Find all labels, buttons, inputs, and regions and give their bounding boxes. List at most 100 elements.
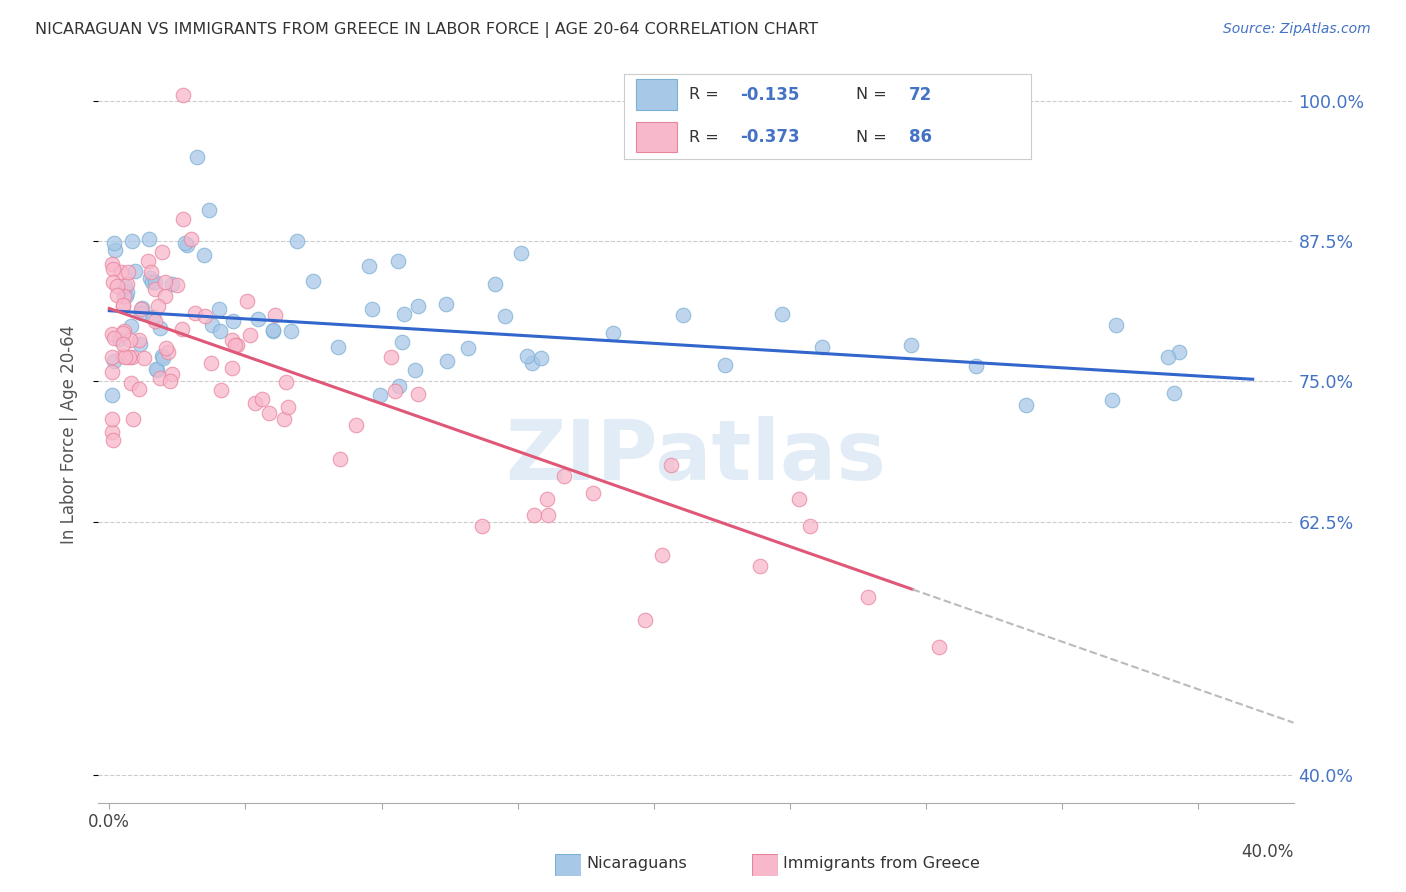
Point	[247, 311, 270, 326]
Point	[166, 278, 188, 293]
Point	[274, 375, 297, 389]
Point	[115, 285, 138, 300]
Point	[516, 349, 538, 363]
Point	[582, 486, 605, 500]
Point	[145, 362, 167, 376]
Point	[141, 275, 163, 289]
Point	[101, 257, 124, 271]
Point	[357, 259, 380, 273]
Text: Nicaraguans: Nicaraguans	[586, 856, 688, 871]
Point	[198, 202, 221, 217]
Point	[484, 277, 506, 291]
Point	[131, 301, 153, 315]
Point	[380, 351, 402, 365]
Point	[153, 275, 176, 289]
Point	[101, 326, 124, 341]
Point	[105, 278, 128, 293]
Point	[160, 277, 183, 291]
Point	[112, 288, 135, 302]
Point	[139, 271, 162, 285]
Point	[235, 293, 257, 308]
Point	[280, 324, 302, 338]
Point	[434, 297, 457, 311]
Point	[156, 345, 179, 359]
Point	[387, 253, 409, 268]
Point	[276, 400, 298, 414]
Point	[101, 262, 124, 277]
Point	[183, 306, 205, 320]
Point	[143, 275, 166, 289]
Point	[302, 274, 325, 288]
Point	[262, 324, 284, 338]
Point	[159, 374, 181, 388]
Point	[112, 299, 135, 313]
Point	[111, 349, 134, 363]
Point	[139, 265, 162, 279]
Point	[101, 351, 124, 365]
Point	[149, 371, 172, 385]
Point	[180, 232, 202, 246]
Point	[787, 491, 810, 506]
Point	[120, 333, 142, 347]
Point	[510, 246, 533, 260]
Point	[221, 361, 243, 376]
Point	[928, 640, 950, 654]
Point	[142, 310, 165, 324]
Point	[124, 264, 146, 278]
Point	[672, 308, 695, 322]
Point	[530, 351, 553, 366]
Point	[128, 333, 150, 347]
Point	[406, 299, 429, 313]
Point	[471, 518, 494, 533]
Point	[404, 363, 426, 377]
Point	[799, 519, 821, 533]
Point	[150, 349, 173, 363]
Point	[172, 211, 194, 226]
Point	[221, 333, 243, 347]
Point	[131, 302, 153, 317]
Point	[406, 387, 429, 401]
Point	[650, 549, 672, 563]
Point	[1014, 399, 1036, 413]
Point	[900, 338, 922, 352]
Point	[384, 384, 406, 398]
Point	[553, 469, 575, 483]
Point	[602, 326, 624, 341]
Point	[520, 356, 543, 370]
Point	[115, 277, 138, 291]
Point	[245, 396, 267, 410]
Point	[173, 235, 195, 250]
Point	[537, 508, 560, 522]
Point	[117, 265, 139, 279]
Point	[494, 309, 516, 323]
Point	[129, 337, 152, 351]
Point	[121, 350, 143, 364]
Point	[110, 265, 132, 279]
Point	[361, 301, 384, 316]
Point	[1157, 350, 1180, 364]
Point	[138, 232, 160, 246]
Text: Immigrants from Greece: Immigrants from Greece	[783, 856, 980, 871]
Point	[273, 412, 295, 426]
Point	[103, 353, 125, 368]
Point	[112, 326, 135, 340]
Point	[170, 322, 193, 336]
Text: Source: ZipAtlas.com: Source: ZipAtlas.com	[1223, 22, 1371, 37]
Point	[120, 376, 142, 390]
Point	[329, 451, 352, 466]
Point	[239, 327, 262, 342]
Point	[146, 299, 169, 313]
Point	[104, 243, 127, 257]
Point	[108, 332, 131, 346]
Point	[172, 87, 194, 102]
Point	[222, 314, 245, 328]
Point	[209, 324, 232, 338]
Point	[263, 308, 285, 322]
Point	[392, 307, 415, 321]
Point	[136, 253, 159, 268]
Point	[714, 358, 737, 372]
Point	[811, 340, 834, 354]
Point	[101, 411, 124, 425]
Point	[193, 248, 215, 262]
Point	[105, 288, 128, 302]
